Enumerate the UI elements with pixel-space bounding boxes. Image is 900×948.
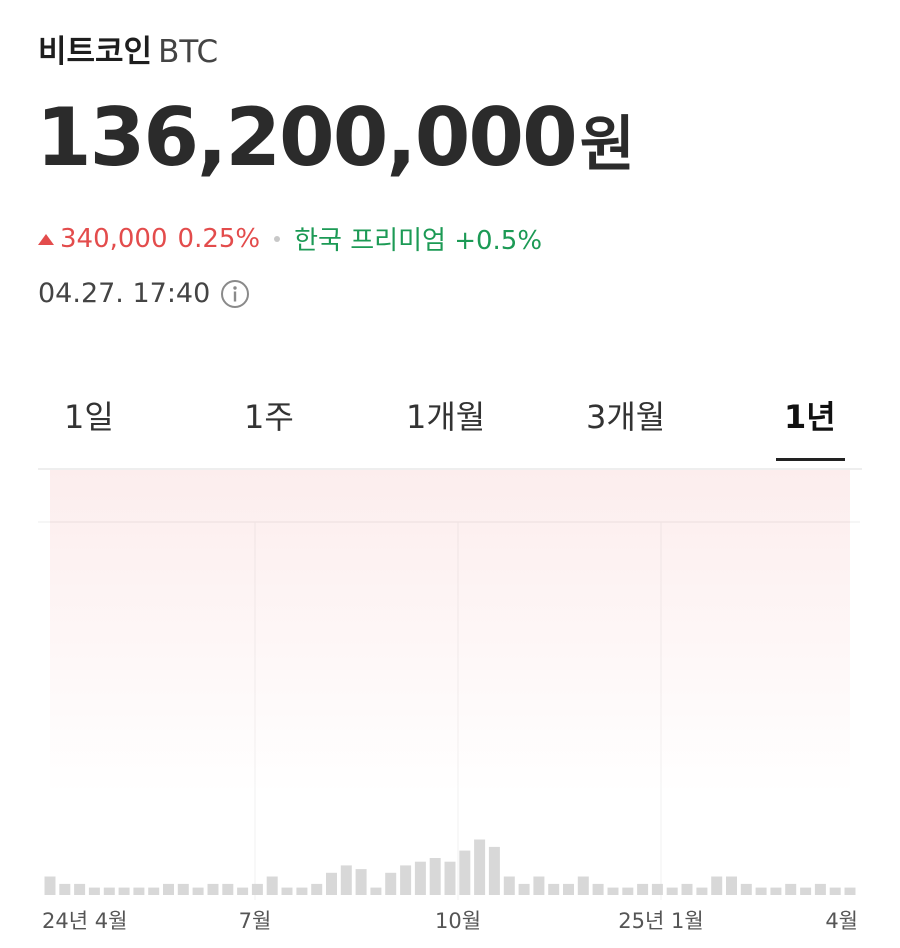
price-value: 136,200,000 [36, 91, 578, 184]
separator-dot [274, 235, 281, 242]
volume-bar [400, 865, 412, 895]
price-area [50, 470, 850, 795]
volume-bar [681, 883, 693, 895]
volume-bar [592, 883, 604, 895]
info-icon[interactable] [220, 279, 250, 309]
volume-bar [474, 839, 486, 895]
timestamp-row: 04.27. 17:40 [38, 278, 250, 309]
price-change-row: 340,000 0.25% 한국 프리미엄 +0.5% [38, 220, 542, 257]
volume-bar [237, 887, 249, 895]
volume-bar [281, 887, 293, 895]
volume-bar [207, 883, 219, 895]
volume-bar [385, 872, 397, 895]
volume-bar [326, 872, 337, 895]
volume-bar [88, 887, 100, 895]
volume-bar [340, 865, 352, 895]
volume-bar [414, 861, 426, 895]
volume-bar [755, 887, 767, 895]
volume-bar [355, 869, 367, 895]
volume-bar [548, 883, 560, 895]
volume-bar [770, 887, 782, 895]
period-tabs: 1일 1주 1개월 3개월 1년 [38, 380, 862, 470]
volume-bar [696, 887, 708, 895]
volume-bar [488, 846, 500, 895]
change-amount: 340,000 [60, 223, 168, 254]
volume-bar [637, 883, 649, 895]
volume-bar [800, 887, 812, 895]
volume-bar [844, 887, 856, 895]
volume-bar [103, 887, 115, 895]
price-chart[interactable]: 최고 163,460,000최저 71,573,000 24년 4월7월10월2… [0, 470, 900, 948]
tab-1-year[interactable]: 1년 [784, 398, 836, 436]
coin-symbol: BTC [158, 34, 219, 70]
tab-1-week[interactable]: 1주 [244, 398, 294, 436]
volume-bar [563, 883, 574, 895]
volume-bar [444, 861, 456, 895]
timestamp: 04.27. 17:40 [38, 278, 211, 309]
coin-title: 비트코인 BTC [38, 26, 218, 71]
volume-bar [577, 876, 589, 895]
volume-bar [296, 887, 308, 895]
volume-bar [459, 850, 471, 895]
volume-bar [59, 883, 71, 895]
volume-bar [118, 887, 130, 895]
volume-bar [666, 887, 678, 895]
volume-bar [177, 883, 189, 895]
x-tick-label: 4월 [825, 909, 858, 933]
x-tick-label: 7월 [239, 909, 272, 933]
volume-bar [266, 876, 278, 895]
price-unit: 원 [579, 110, 635, 180]
volume-bar [785, 883, 797, 895]
volume-bar [518, 883, 530, 895]
active-tab-indicator [776, 458, 845, 461]
tab-1-day[interactable]: 1일 [64, 398, 114, 436]
volume-bar [163, 883, 174, 895]
tab-3-months[interactable]: 3개월 [586, 398, 666, 436]
volume-bar [711, 876, 723, 895]
volume-bar [222, 883, 234, 895]
volume-bar [533, 876, 545, 895]
volume-bar [829, 887, 841, 895]
volume-bar [133, 887, 145, 895]
volume-bar [148, 887, 160, 895]
volume-bar [607, 887, 619, 895]
x-tick-label: 24년 4월 [42, 909, 127, 933]
volume-bar [726, 876, 737, 895]
volume-bar [74, 883, 86, 895]
volume-bar [740, 883, 752, 895]
coin-name: 비트코인 [38, 34, 153, 70]
x-tick-label: 25년 1월 [618, 909, 703, 933]
volume-bar [429, 858, 441, 895]
volume-bar [251, 883, 263, 895]
change-percent: 0.25% [177, 223, 261, 254]
x-tick-label: 10월 [435, 909, 481, 933]
volume-bar [622, 887, 634, 895]
volume-bar [651, 883, 663, 895]
volume-bar [44, 876, 56, 895]
volume-bar [311, 883, 323, 895]
volume-bar [814, 883, 826, 895]
volume-bar [192, 887, 204, 895]
volume-bar [503, 876, 515, 895]
tab-1-month[interactable]: 1개월 [406, 398, 486, 436]
volume-bar [370, 887, 382, 895]
korea-premium[interactable]: 한국 프리미엄 +0.5% [294, 226, 543, 256]
current-price: 136,200,000원 [36, 98, 635, 178]
triangle-up-icon [38, 234, 54, 245]
